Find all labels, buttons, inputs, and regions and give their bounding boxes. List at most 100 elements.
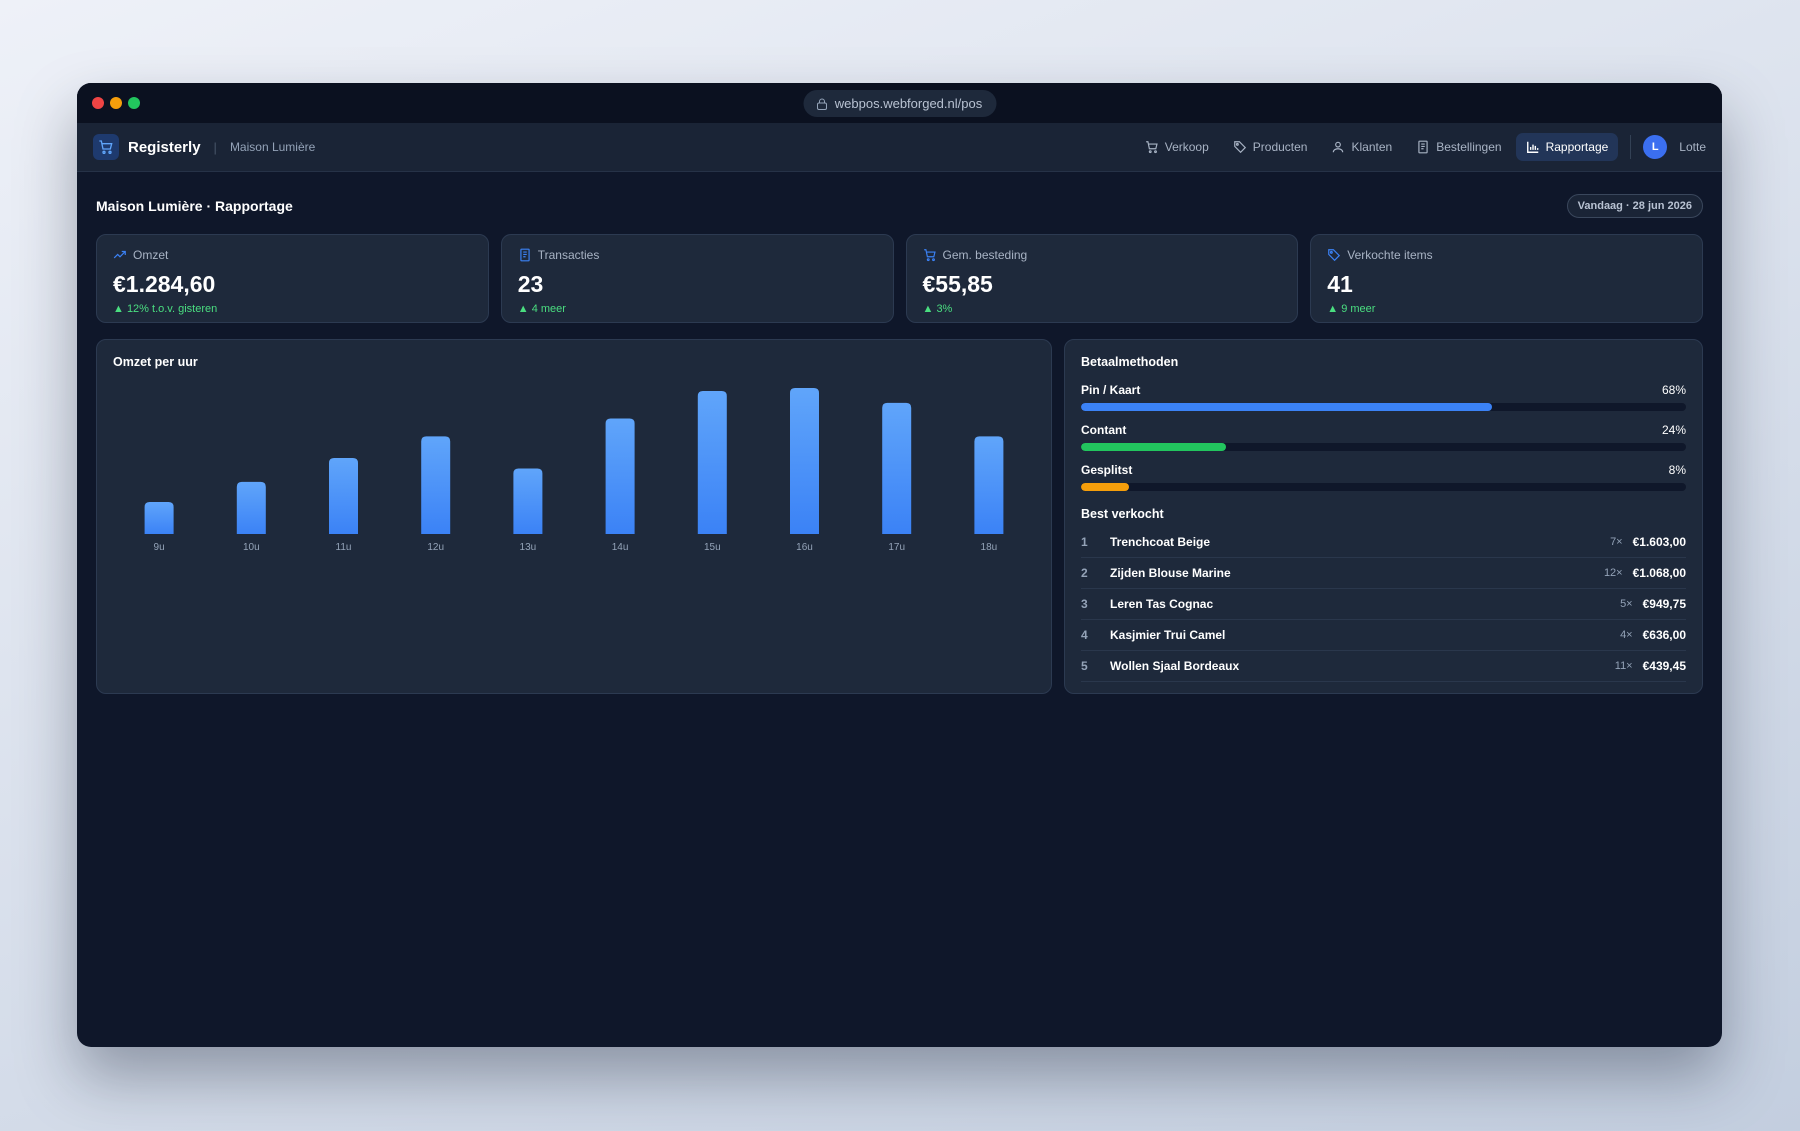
kpi-delta: ▲ 4 meer — [517, 303, 566, 315]
x-tick-label: 17u — [888, 542, 905, 553]
kpi-delta: ▲ 3% — [922, 303, 953, 315]
product-name: Zijden Blouse Marine — [1110, 566, 1231, 580]
browser-window: webpos.webforged.nl/pos Registerly | Mai… — [77, 83, 1722, 1047]
revenue: €636,00 — [1642, 628, 1686, 642]
bar-chart: 9u 10u 11u 12u 13u 14u 15u 16u 17u 18u — [144, 388, 1004, 553]
kpi-value: €55,85 — [922, 271, 993, 297]
chart-panel: Omzet per uur 9u 10u 11u 12u 13u 14u 15u 16u 17u… — [96, 339, 1052, 694]
payments-title: Betaalmethoden — [1081, 355, 1179, 369]
payment-value: 68% — [1661, 383, 1686, 397]
content: Maison Lumière · Rapportage Vandaag · 28… — [77, 172, 1722, 694]
kpi-icon — [520, 248, 530, 262]
kpi-label: Omzet — [133, 248, 169, 262]
user-name: Lotte — [1679, 140, 1706, 154]
quantity: 5× — [1620, 598, 1633, 610]
x-tick-label: 10u — [243, 542, 260, 553]
kpi-card: Omzet €1.284,60 ▲ 12% t.o.v. gisteren — [96, 234, 489, 323]
maximize-button[interactable] — [128, 97, 140, 109]
x-tick-label: 9u — [154, 542, 165, 553]
nav-label: Rapportage — [1545, 140, 1609, 154]
nav-label: Verkoop — [1164, 140, 1209, 154]
url-text: webpos.webforged.nl/pos — [834, 96, 983, 111]
product-name: Trenchcoat Beige — [1110, 535, 1211, 549]
rank: 3 — [1081, 597, 1088, 611]
quantity: 7× — [1610, 536, 1623, 548]
kpi-label: Verkochte items — [1347, 248, 1433, 262]
payment-row: Pin / Kaart 68% — [1081, 383, 1686, 397]
nav-label: Klanten — [1351, 140, 1393, 154]
kpi-value: 41 — [1327, 271, 1353, 297]
nav-item[interactable]: Klanten — [1321, 133, 1402, 161]
kpi-card: Transacties 23 ▲ 4 meer — [500, 234, 894, 323]
close-button[interactable] — [92, 97, 104, 109]
nav-item[interactable]: Bestellingen — [1406, 133, 1511, 161]
kpi-icon — [923, 249, 936, 262]
logo[interactable] — [93, 134, 119, 160]
kpi-label: Gem. besteding — [942, 248, 1028, 262]
lock-icon — [817, 98, 828, 110]
seller-row: 2 Zijden Blouse Marine 12× €1.068,00 — [1081, 558, 1686, 589]
payment-bar — [1081, 443, 1227, 451]
kpi-icon — [1328, 249, 1341, 262]
nav-item-active[interactable]: Rapportage — [1515, 133, 1619, 161]
icon — [1333, 141, 1344, 153]
revenue: €1.603,00 — [1632, 535, 1686, 549]
separator: | — [213, 139, 217, 155]
x-tick-label: 12u — [427, 542, 444, 553]
icon — [1526, 141, 1538, 153]
kpi-label-row: Omzet — [113, 248, 472, 262]
bar — [144, 501, 174, 534]
lower-panels: Omzet per uur 9u 10u 11u 12u 13u 14u 15u 16u 17u… — [96, 339, 1703, 694]
bar — [236, 481, 266, 534]
top-sellers-title: Best verkocht — [1081, 507, 1164, 521]
kpi-delta: ▲ 12% t.o.v. gisteren — [113, 303, 218, 315]
icon — [1233, 141, 1246, 154]
payment-label: Gesplitst — [1081, 463, 1133, 477]
product-name: Wollen Sjaal Bordeaux — [1110, 659, 1240, 673]
store-name: Maison Lumière — [229, 140, 316, 154]
bar — [329, 458, 358, 534]
date-badge[interactable]: Vandaag · 28 jun 2026 — [1566, 194, 1703, 218]
quantity: 4× — [1620, 629, 1633, 641]
cart-icon — [99, 140, 113, 154]
separator — [1630, 135, 1632, 159]
payment-track — [1081, 483, 1686, 491]
x-tick-label: 13u — [520, 542, 537, 553]
address-bar[interactable]: webpos.webforged.nl/pos — [803, 90, 996, 117]
bar — [697, 390, 727, 534]
payment-value: 8% — [1668, 463, 1686, 477]
nav-items: Verkoop Producten Klanten Bestellingen R… — [1135, 133, 1706, 161]
brand: Registerly — [128, 138, 201, 156]
revenue: €949,75 — [1642, 597, 1686, 611]
payment-row: Contant 24% — [1081, 423, 1686, 437]
payment-track — [1081, 403, 1686, 411]
page-header: Maison Lumière · Rapportage Vandaag · 28… — [96, 172, 1703, 232]
bar — [421, 436, 451, 534]
revenue: €1.068,00 — [1632, 566, 1686, 580]
payment-track — [1081, 443, 1686, 451]
x-tick-label: 15u — [704, 542, 721, 553]
kpi-label-row: Transacties — [518, 248, 877, 262]
page-title: Maison Lumière · Rapportage — [96, 198, 293, 214]
nav-item[interactable]: Producten — [1223, 133, 1318, 161]
kpi-value: €1.284,60 — [113, 271, 216, 297]
seller-row: 4 Kasjmier Trui Camel 4× €636,00 — [1081, 620, 1686, 651]
minimize-button[interactable] — [110, 97, 122, 109]
nav-item[interactable]: Verkoop — [1135, 133, 1219, 161]
top-sellers: 1 Trenchcoat Beige 7× €1.603,00 2 Zijden Blou… — [1081, 527, 1686, 682]
payment-value: 24% — [1661, 423, 1686, 437]
kpi-icon — [113, 250, 126, 259]
payment-label: Contant — [1081, 423, 1127, 437]
bar — [882, 402, 912, 534]
quantity: 11× — [1614, 660, 1633, 672]
payment-bar — [1081, 483, 1130, 491]
rank: 4 — [1081, 628, 1088, 642]
x-tick-label: 16u — [796, 542, 813, 553]
x-tick-label: 11u — [336, 542, 352, 553]
kpi-label-row: Gem. besteding — [923, 248, 1282, 262]
chart-title: Omzet per uur — [113, 355, 198, 369]
rank: 5 — [1081, 659, 1088, 673]
avatar[interactable]: L — [1643, 135, 1668, 159]
